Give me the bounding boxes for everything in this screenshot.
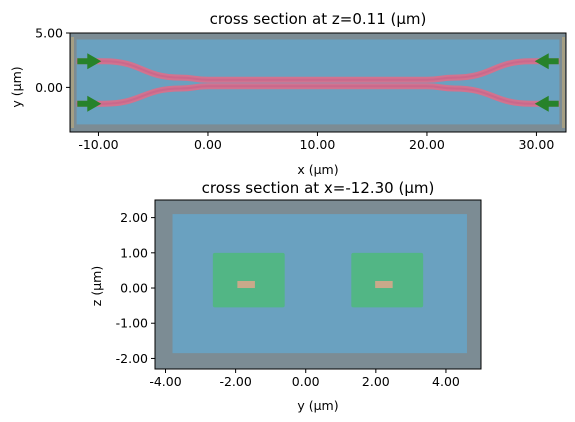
left-source-plane bbox=[71, 37, 74, 128]
y-tick-label: 2.00 bbox=[120, 210, 148, 225]
x-tick-label: -2.00 bbox=[219, 374, 251, 389]
source-arrow bbox=[534, 95, 559, 112]
x-tick-label: 0.00 bbox=[292, 374, 320, 389]
y-tick-label: -1.00 bbox=[116, 316, 148, 331]
x-tick-label: 4.00 bbox=[432, 374, 460, 389]
waveguide-cross-section bbox=[237, 280, 255, 289]
right-source-plane bbox=[562, 37, 565, 128]
waveguide-cross-section bbox=[375, 280, 393, 289]
source-arrow bbox=[77, 53, 102, 70]
y-tick-label: -2.00 bbox=[116, 351, 148, 366]
y-tick-label: 0.00 bbox=[120, 281, 148, 296]
x-tick-label: 30.00 bbox=[519, 137, 555, 152]
bottom-chart-title: cross section at x=-12.30 (μm) bbox=[202, 179, 435, 197]
bottom-y-axis-label: z (μm) bbox=[89, 266, 104, 306]
bottom-x-axis-label: y (μm) bbox=[297, 398, 338, 413]
x-tick-label: 10.00 bbox=[300, 137, 336, 152]
top-chart-title: cross section at z=0.11 (μm) bbox=[210, 10, 427, 28]
source-arrow bbox=[534, 53, 559, 70]
y-tick-label: 1.00 bbox=[120, 245, 148, 260]
waveguide-core-top bbox=[76, 60, 560, 81]
x-tick-label: 2.00 bbox=[362, 374, 390, 389]
y-tick-label: 0.00 bbox=[35, 80, 63, 95]
top-y-axis-label: y (μm) bbox=[9, 66, 24, 107]
x-tick-label: 0.00 bbox=[194, 137, 222, 152]
x-tick-label: -4.00 bbox=[149, 374, 181, 389]
source-arrow bbox=[77, 95, 102, 112]
x-tick-label: -10.00 bbox=[78, 137, 118, 152]
top-x-axis-label: x (μm) bbox=[297, 162, 338, 177]
x-tick-label: 20.00 bbox=[409, 137, 445, 152]
monitor-region bbox=[212, 252, 285, 308]
top-plot-area: -10.00 0.00 10.00 20.00 30.00 5.00 0.00 bbox=[35, 26, 567, 152]
bottom-plot-area: -4.00 -2.00 0.00 2.00 4.002.001.000.00-1.00-… bbox=[116, 199, 482, 389]
y-tick-label: 5.00 bbox=[35, 26, 63, 41]
monitor-region bbox=[351, 252, 424, 308]
waveguide-core-bottom bbox=[76, 85, 560, 105]
plot-frame bbox=[154, 199, 482, 370]
plot-frame bbox=[69, 32, 567, 133]
